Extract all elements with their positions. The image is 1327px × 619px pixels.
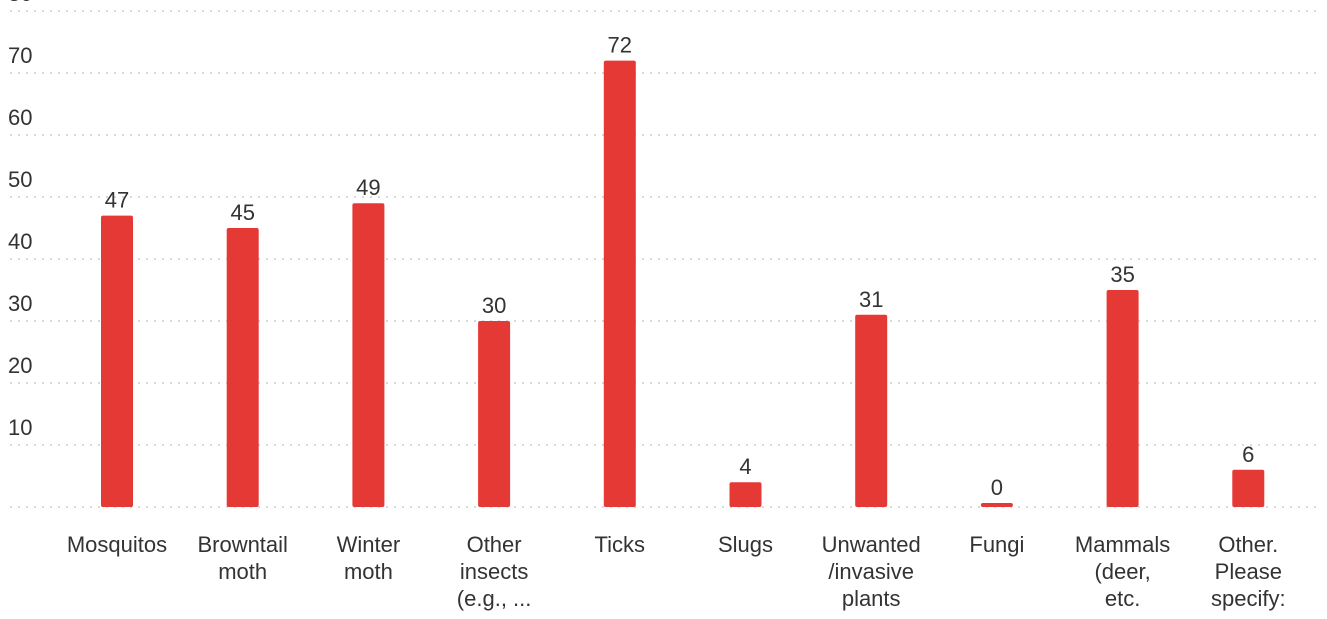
bar [1232,469,1265,507]
x-category-label: moth [344,559,393,584]
bar [352,203,385,507]
data-label: 4 [739,454,751,479]
data-label: 31 [859,287,883,312]
data-label: 0 [991,475,1003,500]
y-tick-label: 10 [8,415,32,440]
data-labels: 47 45 49 30 72 4 31 0 35 6 [105,33,1255,500]
y-tick-label: 30 [8,291,32,316]
x-category-label: Please [1215,559,1282,584]
y-tick-label: 60 [8,105,32,130]
x-category-label: specify: [1211,586,1286,611]
bar [226,228,259,507]
data-label: 49 [356,175,380,200]
x-category-label: /invasive [828,559,914,584]
y-tick-label: 50 [8,167,32,192]
data-label: 47 [105,188,129,213]
x-category-label: (deer, [1094,559,1150,584]
y-tick-label: 80 [8,0,32,6]
x-category-label: Ticks [595,532,646,557]
x-category-label: Winter [337,532,401,557]
x-category-label: Unwanted [822,532,921,557]
bar [603,60,636,507]
y-tick-label: 40 [8,229,32,254]
gridlines [10,10,1322,508]
bar [478,321,511,507]
data-label: 72 [608,33,632,58]
x-category-label: Other. [1218,532,1278,557]
y-tick-label: 70 [8,43,32,68]
x-category-label: Fungi [969,532,1024,557]
x-category-label: Mammals [1075,532,1170,557]
y-axis-ticks: 10 20 30 40 50 60 70 80 [8,0,32,440]
x-category-label: plants [842,586,901,611]
bar [980,503,1013,507]
x-category-label: Browntail [197,532,287,557]
data-label: 6 [1242,442,1254,467]
x-category-label: Other [467,532,522,557]
data-label: 30 [482,293,506,318]
bar [101,215,133,507]
x-category-label: insects [460,559,528,584]
x-category-label: Mosquitos [67,532,167,557]
x-category-label: (e.g., ... [457,586,532,611]
bars [101,60,1265,507]
x-category-label: Slugs [718,532,773,557]
bar [729,482,762,507]
data-label: 45 [230,200,254,225]
bar [1106,290,1139,507]
x-axis-categories: Mosquitos BrowntailmothWintermothOtherins… [67,532,1286,611]
y-tick-label: 20 [8,353,32,378]
data-label: 35 [1110,262,1134,287]
x-category-label: etc. [1105,586,1140,611]
x-category-label: moth [218,559,267,584]
bar [855,314,888,507]
